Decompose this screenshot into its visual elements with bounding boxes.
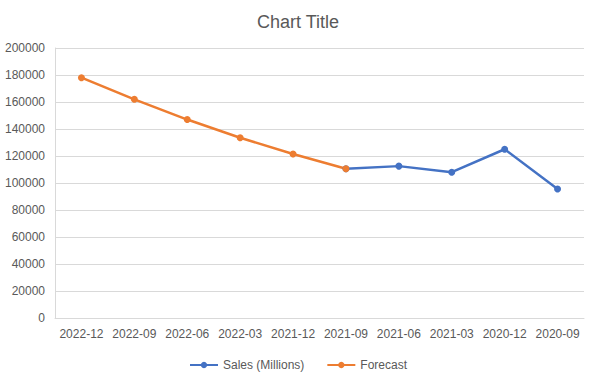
svg-text:2020-12: 2020-12 bbox=[483, 327, 527, 341]
svg-text:2021-03: 2021-03 bbox=[430, 327, 474, 341]
svg-text:2021-09: 2021-09 bbox=[324, 327, 368, 341]
svg-text:0: 0 bbox=[38, 311, 45, 325]
svg-text:40000: 40000 bbox=[12, 257, 46, 271]
svg-text:Chart Title: Chart Title bbox=[257, 12, 339, 32]
svg-text:2022-12: 2022-12 bbox=[59, 327, 103, 341]
svg-text:Sales (Millions): Sales (Millions) bbox=[223, 358, 304, 372]
svg-text:Forecast: Forecast bbox=[360, 358, 407, 372]
svg-text:2020-09: 2020-09 bbox=[536, 327, 580, 341]
svg-text:120000: 120000 bbox=[5, 149, 45, 163]
svg-text:180000: 180000 bbox=[5, 68, 45, 82]
svg-text:20000: 20000 bbox=[12, 284, 46, 298]
svg-text:2022-09: 2022-09 bbox=[112, 327, 156, 341]
svg-text:2021-06: 2021-06 bbox=[377, 327, 421, 341]
svg-text:80000: 80000 bbox=[12, 203, 46, 217]
svg-text:200000: 200000 bbox=[5, 41, 45, 55]
svg-text:140000: 140000 bbox=[5, 122, 45, 136]
svg-text:2022-06: 2022-06 bbox=[165, 327, 209, 341]
svg-text:2021-12: 2021-12 bbox=[271, 327, 315, 341]
svg-text:60000: 60000 bbox=[12, 230, 46, 244]
svg-text:160000: 160000 bbox=[5, 95, 45, 109]
svg-text:2022-03: 2022-03 bbox=[218, 327, 262, 341]
svg-text:100000: 100000 bbox=[5, 176, 45, 190]
